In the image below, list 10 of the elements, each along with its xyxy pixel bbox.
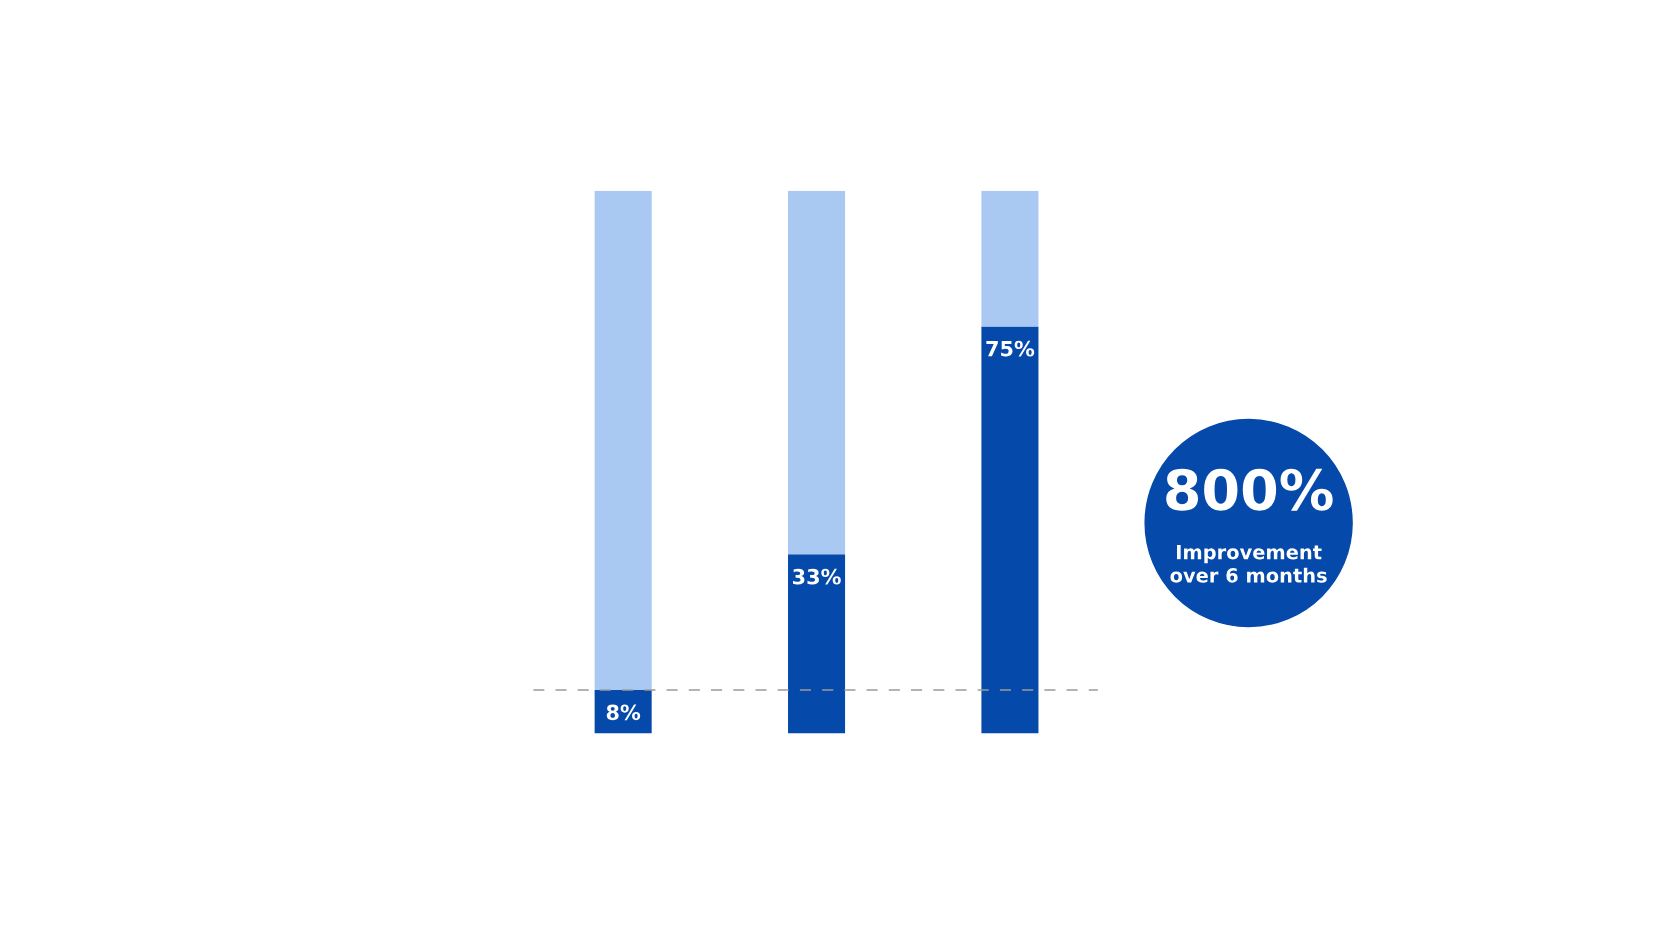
bar [594,190,652,691]
bar [788,190,846,555]
data-label: 75% [986,340,1035,357]
bar [981,326,1039,734]
text: Improvement over 6 months [1170,545,1327,583]
bar [788,554,846,734]
data-label: 33% [793,568,841,585]
bar [981,190,1039,327]
data-label: 8% [606,704,641,721]
text: 800% [1166,468,1333,511]
